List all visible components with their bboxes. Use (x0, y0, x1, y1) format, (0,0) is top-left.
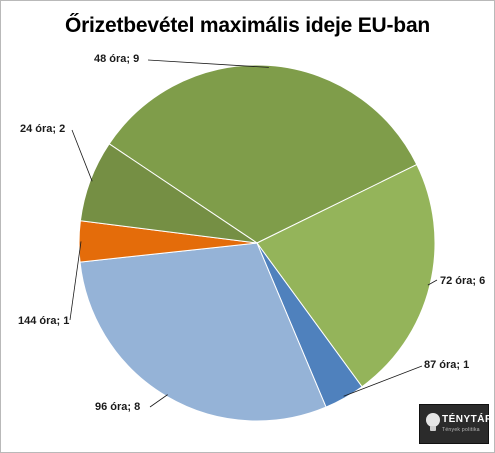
logo-tagline: Tények politika (442, 427, 480, 433)
leader-line-2 (427, 279, 438, 286)
pie-slice-2 (256, 163, 436, 388)
pie-slice-1 (108, 64, 418, 244)
leader-line-5 (69, 241, 82, 321)
leader-line-1 (147, 59, 269, 68)
data-label-2: 72 óra; 6 (440, 275, 485, 287)
leader-line-3 (343, 365, 423, 397)
pie-slice-6 (79, 143, 258, 244)
pie-slices (78, 64, 436, 422)
data-label-4: 96 óra; 8 (95, 401, 140, 413)
tenytar-logo: TÉNYTÁR Tények politika (419, 404, 492, 444)
leader-line-4 (149, 394, 168, 408)
data-label-1: 48 óra; 9 (94, 53, 139, 65)
data-label-6: 24 óra; 2 (20, 123, 65, 135)
data-label-5: 144 óra; 1 (18, 315, 69, 327)
lightbulb-icon (426, 413, 440, 431)
logo-name: TÉNYTÁR (442, 414, 493, 425)
pie-slice-4 (79, 242, 327, 422)
chart-title: Őrizetbevétel maximális ideje EU-ban (64, 14, 431, 37)
leader-line-6 (71, 129, 93, 182)
data-label-3: 87 óra; 1 (424, 359, 469, 371)
